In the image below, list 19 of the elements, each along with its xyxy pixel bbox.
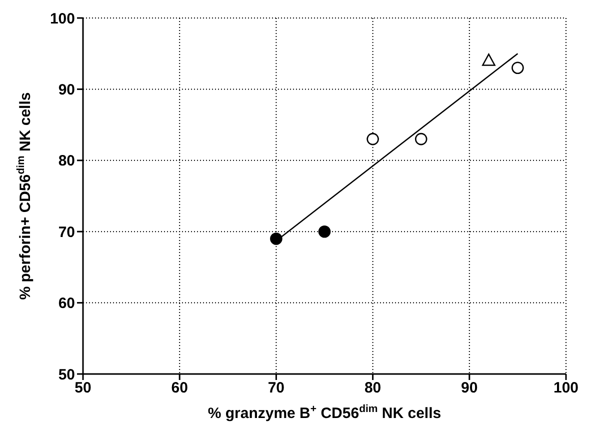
y-tick-label: 70 bbox=[58, 224, 75, 241]
y-tick-label: 60 bbox=[58, 295, 75, 312]
x-tick-label: 70 bbox=[268, 380, 285, 397]
y-tick-label: 50 bbox=[58, 366, 75, 384]
point bbox=[270, 232, 282, 245]
y-tick-label: 100 bbox=[50, 10, 75, 28]
y-tick-label: 80 bbox=[58, 152, 75, 170]
x-tick-label: 60 bbox=[171, 380, 188, 397]
x-tick-label: 80 bbox=[364, 380, 382, 397]
point bbox=[512, 62, 524, 74]
x-tick-label: 90 bbox=[461, 380, 478, 397]
point bbox=[366, 132, 379, 146]
point bbox=[318, 225, 331, 238]
x-axis-title: % granzyme B$^{+}$ CD56$^{dim}$ NK cells bbox=[208, 403, 442, 422]
x-tick-label: 50 bbox=[74, 380, 92, 397]
point bbox=[482, 54, 496, 66]
y-tick-label: 90 bbox=[58, 82, 75, 99]
point bbox=[414, 132, 428, 146]
x-tick-label: 100 bbox=[553, 380, 579, 397]
